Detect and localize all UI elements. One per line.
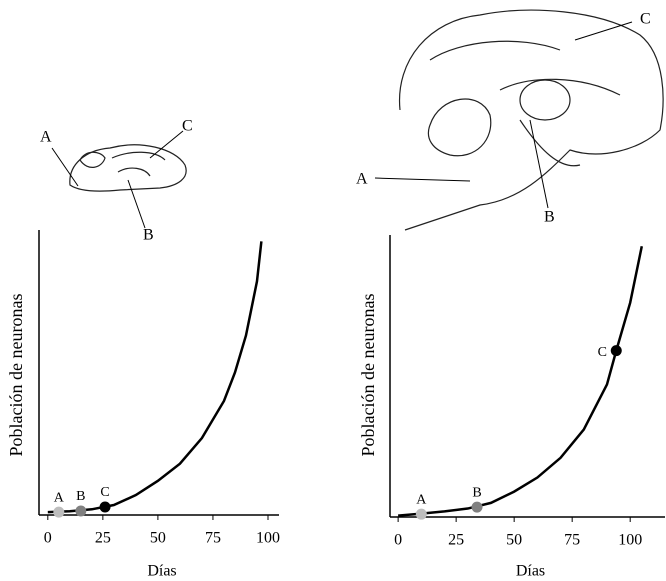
label: A <box>356 171 368 188</box>
data-point <box>416 509 427 520</box>
x-tick-label: 25 <box>448 532 464 549</box>
cerebellum <box>428 99 490 156</box>
data-point <box>75 506 86 517</box>
x-axis-label: Días <box>147 563 176 580</box>
pointer <box>150 131 183 158</box>
pointer <box>530 120 548 208</box>
x-tick-label: 100 <box>256 530 280 547</box>
page: A C B C A B 0 25 50 75 100 Días Población de n… <box>0 0 666 581</box>
thalamus <box>520 80 570 120</box>
label: B <box>143 227 154 244</box>
curve <box>398 246 642 515</box>
label: C <box>640 11 651 28</box>
x-tick-label: 0 <box>44 530 52 547</box>
x-tick-label: 0 <box>394 532 402 549</box>
label: A <box>40 129 52 146</box>
data-point <box>53 507 64 518</box>
x-tick-label: 25 <box>95 530 111 547</box>
data-point <box>472 502 483 513</box>
small-brain: A C B <box>40 118 193 244</box>
x-tick-label: 50 <box>506 532 522 549</box>
label: B <box>544 209 555 226</box>
data-point <box>611 345 622 356</box>
point-label: A <box>416 492 427 507</box>
pointer <box>575 22 632 40</box>
x-tick-label: 50 <box>150 530 166 547</box>
pointer <box>128 180 145 228</box>
y-axis-label: Población de neuronas <box>358 294 378 457</box>
point-label: B <box>76 489 85 504</box>
x-tick-label: 75 <box>564 532 580 549</box>
point-label: C <box>598 345 607 360</box>
point-label: B <box>472 485 481 500</box>
x-tick-label: 100 <box>618 532 642 549</box>
large-brain: C A B <box>356 10 663 230</box>
brain-detail <box>430 41 620 165</box>
data-point <box>100 502 111 513</box>
x-axis-label: Días <box>516 563 545 580</box>
pointer <box>375 178 470 181</box>
curve <box>48 241 262 512</box>
point-label: A <box>54 490 65 505</box>
figure: A C B C A B 0 25 50 75 100 Días Población de n… <box>0 0 666 581</box>
y-axis-label: Población de neuronas <box>6 294 26 457</box>
label: C <box>182 118 193 135</box>
x-tick-label: 75 <box>205 530 221 547</box>
point-label: C <box>100 485 109 500</box>
